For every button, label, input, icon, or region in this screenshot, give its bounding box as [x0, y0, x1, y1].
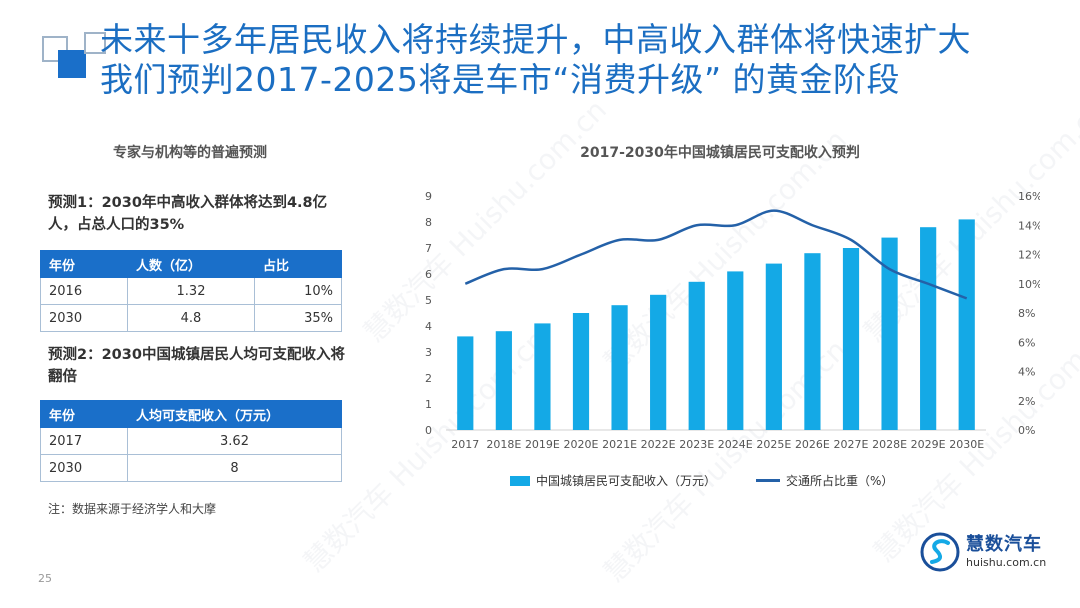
- table-row: 2016 1.32 10%: [40, 277, 342, 305]
- table-cell: 2016: [40, 277, 128, 305]
- y-left-tick-label: 2: [425, 372, 432, 385]
- y-right-tick-label: 12%: [1018, 249, 1040, 262]
- x-tick-label: 2019E: [525, 438, 560, 451]
- chart-title: 2017-2030年中国城镇居民可支配收入预判: [580, 145, 860, 161]
- x-tick-label: 2024E: [718, 438, 753, 451]
- y-right-tick-label: 10%: [1018, 278, 1040, 291]
- chart-bar: [534, 323, 551, 430]
- x-tick-label: 2025E: [756, 438, 791, 451]
- title-line-2: 我们预判2017-2025将是车市“消费升级” 的黄金阶段: [100, 60, 901, 99]
- chart-bar: [920, 227, 937, 430]
- x-tick-label: 2021E: [602, 438, 637, 451]
- y-left-tick-label: 5: [425, 294, 432, 307]
- chart-bar: [457, 336, 474, 430]
- y-right-tick-label: 14%: [1018, 219, 1040, 232]
- y-left-tick-label: 7: [425, 242, 432, 255]
- table-cell: 2030: [40, 304, 128, 332]
- x-tick-label: 2017: [451, 438, 479, 451]
- table-header: 占比: [254, 250, 342, 278]
- x-tick-label: 2027E: [834, 438, 869, 451]
- table-header: 年份: [40, 250, 128, 278]
- prediction-2: 预测2：2030中国城镇居民人均可支配收入将翻倍: [48, 347, 345, 385]
- income-table: 年份 人均可支配收入（万元） 2017 3.62 2030 8: [40, 400, 342, 482]
- deco-square-outline: [84, 32, 106, 54]
- chart-bar: [958, 219, 975, 430]
- chart-bar: [765, 263, 782, 430]
- legend-bar-label: 中国城镇居民可支配收入（万元）: [536, 474, 717, 488]
- chart-bar: [611, 305, 628, 430]
- table-cell: 2030: [40, 454, 128, 482]
- y-right-tick-label: 0%: [1018, 424, 1035, 437]
- y-left-tick-label: 1: [425, 398, 432, 411]
- income-chart: 0 1 2 3 4 5 6 7 8 9 0% 2% 4% 6% 8% 10% 12% 14% 16% 2017 2018…: [425, 190, 1040, 451]
- x-tick-label: 2023E: [679, 438, 714, 451]
- deco-square-filled: [58, 50, 86, 78]
- y-right-tick-label: 16%: [1018, 190, 1040, 203]
- table-row: 2030 4.8 35%: [40, 304, 342, 332]
- source-note: 注：数据来源于经济学人和大摩: [48, 502, 217, 516]
- x-tick-label: 2030E: [949, 438, 984, 451]
- table-cell: 2017: [40, 427, 128, 455]
- legend-line-label: 交通所占比重（%）: [786, 474, 894, 488]
- table-cell: 10%: [254, 277, 342, 305]
- y-right-tick-label: 4%: [1018, 366, 1035, 379]
- chart-bar: [842, 248, 860, 430]
- table-header-row: 年份 人数（亿） 占比: [40, 250, 342, 278]
- y-right-tick-label: 6%: [1018, 336, 1035, 349]
- chart-bar: [727, 271, 744, 430]
- chart-bar: [804, 253, 821, 430]
- table-cell: 4.8: [127, 304, 255, 332]
- logo-mark-icon: [920, 532, 960, 572]
- page-number: 25: [38, 572, 52, 585]
- series-line-transport-share: [464, 209, 968, 300]
- y-left-tick-label: 4: [425, 320, 432, 333]
- y-right-tick-label: 2%: [1018, 395, 1035, 408]
- chart-bar: [495, 331, 512, 430]
- title-decoration: [40, 28, 106, 88]
- y-left-tick-label: 6: [425, 268, 432, 281]
- table-header: 年份: [40, 400, 128, 428]
- table-cell: 3.62: [127, 427, 342, 455]
- page-title: 未来十多年居民收入将持续提升，中高收入群体将快速扩大 我们预判2017-2025…: [100, 20, 971, 100]
- y-left-tick-label: 0: [425, 424, 432, 437]
- chart-bar: [881, 237, 898, 430]
- legend-bar-swatch: [510, 475, 530, 486]
- table-header: 人数（亿）: [127, 250, 255, 278]
- table-header-row: 年份 人均可支配收入（万元）: [40, 400, 342, 428]
- logo-name: 慧数汽车: [966, 534, 1042, 555]
- prediction-1: 预测1：2030年中高收入群体将达到4.8亿人，占总人口的35%: [48, 195, 328, 233]
- table-row: 2017 3.62: [40, 427, 342, 455]
- table-cell: 35%: [254, 304, 342, 332]
- y-left-tick-label: 8: [425, 216, 432, 229]
- x-tick-label: 2026E: [795, 438, 830, 451]
- x-tick-label: 2028E: [872, 438, 907, 451]
- x-tick-label: 2029E: [911, 438, 946, 451]
- logo-url: huishu.com.cn: [966, 556, 1047, 569]
- x-tick-label: 2018E: [486, 438, 521, 451]
- chart-legend: 中国城镇居民可支配收入（万元） 交通所占比重（%）: [510, 472, 893, 489]
- y-left-tick-label: 3: [425, 346, 432, 359]
- population-table: 年份 人数（亿） 占比 2016 1.32 10% 2030 4.8 35%: [40, 250, 342, 332]
- deco-square-outline: [42, 36, 68, 62]
- x-tick-label: 2022E: [641, 438, 676, 451]
- table-row: 2030 8: [40, 454, 342, 482]
- left-panel-heading: 专家与机构等的普遍预测: [113, 145, 267, 161]
- legend-line-swatch: [756, 479, 781, 482]
- y-left-tick-label: 9: [425, 190, 432, 203]
- chart-bar: [572, 313, 590, 430]
- chart-bar: [650, 294, 667, 430]
- table-cell: 8: [127, 454, 342, 482]
- table-header: 人均可支配收入（万元）: [127, 400, 342, 428]
- table-cell: 1.32: [127, 277, 255, 305]
- title-line-1: 未来十多年居民收入将持续提升，中高收入群体将快速扩大: [100, 20, 971, 59]
- y-right-tick-label: 8%: [1018, 307, 1035, 320]
- brand-logo: 慧数汽车 huishu.com.cn: [920, 528, 1050, 580]
- chart-bar: [688, 281, 705, 430]
- x-tick-label: 2020E: [564, 438, 599, 451]
